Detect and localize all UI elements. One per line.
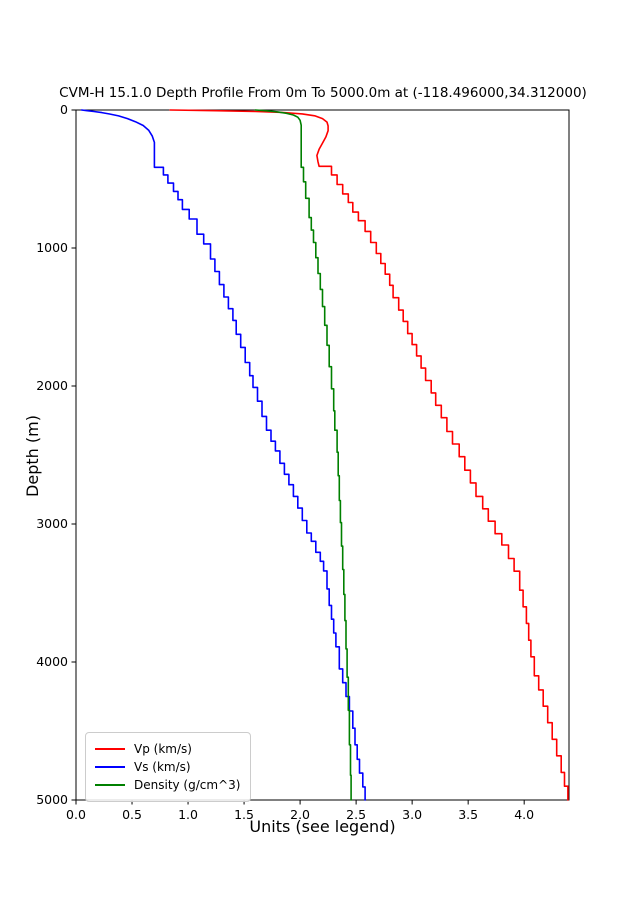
y-tick-label: 1000	[36, 240, 68, 255]
y-tick-label: 3000	[36, 516, 68, 531]
density-curve	[254, 109, 352, 801]
legend: Vp (km/s) Vs (km/s) Density (g/cm^3)	[85, 732, 252, 802]
x-tick-label: 2.5	[346, 807, 367, 822]
x-tick-label: 0.0	[66, 807, 86, 822]
y-tick-label: 0	[60, 102, 68, 117]
x-tick-label: 2.0	[290, 807, 311, 822]
legend-line-swatch	[95, 748, 125, 750]
vs-curve	[80, 109, 366, 801]
legend-label: Density (g/cm^3)	[134, 778, 241, 792]
x-tick-label: 4.0	[514, 807, 535, 822]
vp-curve	[169, 109, 569, 801]
x-axis-label: Units (see legend)	[249, 817, 396, 836]
legend-item: Vs (km/s)	[95, 758, 240, 776]
plot-frame	[75, 109, 570, 801]
legend-label: Vs (km/s)	[134, 760, 191, 774]
chart-title: CVM-H 15.1.0 Depth Profile From 0m To 50…	[59, 85, 587, 101]
legend-label: Vp (km/s)	[134, 742, 192, 756]
x-tick-label: 1.0	[178, 807, 198, 822]
y-tick-label: 4000	[36, 654, 68, 669]
y-tick-label: 2000	[36, 378, 68, 393]
legend-item: Vp (km/s)	[95, 740, 240, 758]
y-tick-label: 5000	[36, 792, 68, 807]
legend-line-swatch	[95, 766, 125, 768]
x-tick-label: 3.0	[402, 807, 423, 822]
x-tick-label: 0.5	[122, 807, 142, 822]
x-tick-label: 1.5	[234, 807, 254, 822]
legend-line-swatch	[95, 784, 125, 786]
legend-item: Density (g/cm^3)	[95, 776, 240, 794]
x-tick-label: 3.5	[458, 807, 479, 822]
